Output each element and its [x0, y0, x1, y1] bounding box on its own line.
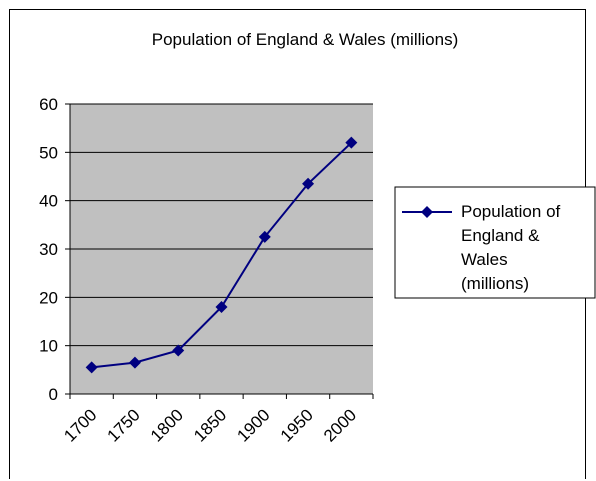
y-tick-label: 20: [39, 288, 58, 307]
legend-label-line: Wales: [461, 250, 508, 269]
x-tick-label: 1700: [60, 405, 100, 445]
x-tick-label: 1850: [190, 405, 230, 445]
x-tick-label: 1750: [104, 405, 144, 445]
x-tick-label: 1950: [277, 405, 317, 445]
legend-box: [394, 186, 596, 299]
y-tick-label: 30: [39, 240, 58, 259]
x-tick-label: 2000: [320, 405, 360, 445]
series-group: [85, 136, 358, 374]
y-tick-label: 0: [49, 385, 58, 404]
y-tick-label: 10: [39, 337, 58, 356]
legend-label-line: Population of: [461, 202, 561, 221]
legend-series-marker: [421, 206, 433, 218]
data-point: [302, 177, 315, 190]
data-point: [215, 301, 228, 313]
y-tick-label: 60: [39, 95, 58, 114]
chart-title: Population of England & Wales (millions): [152, 30, 458, 49]
y-tick-label: 50: [39, 143, 58, 162]
data-point: [128, 356, 141, 369]
legend: Population of England & Wales (millions): [394, 186, 596, 299]
gridlines: [70, 103, 373, 347]
legend-label-line: England &: [461, 226, 540, 245]
data-point: [172, 344, 185, 357]
legend-label: Population of England & Wales (millions): [461, 202, 561, 293]
y-axis-ticks: 0 10 20 30 40 50 60: [39, 95, 70, 404]
x-axis-ticks: 1700 1750 1800 1850 1900 1950 2000: [60, 394, 374, 446]
x-tick-label: 1800: [147, 405, 187, 445]
data-point: [345, 136, 358, 149]
x-tick-label: 1900: [233, 405, 273, 445]
y-tick-label: 40: [39, 192, 58, 211]
data-point: [258, 230, 271, 243]
legend-label-line: (millions): [461, 274, 529, 293]
data-point: [85, 361, 98, 374]
